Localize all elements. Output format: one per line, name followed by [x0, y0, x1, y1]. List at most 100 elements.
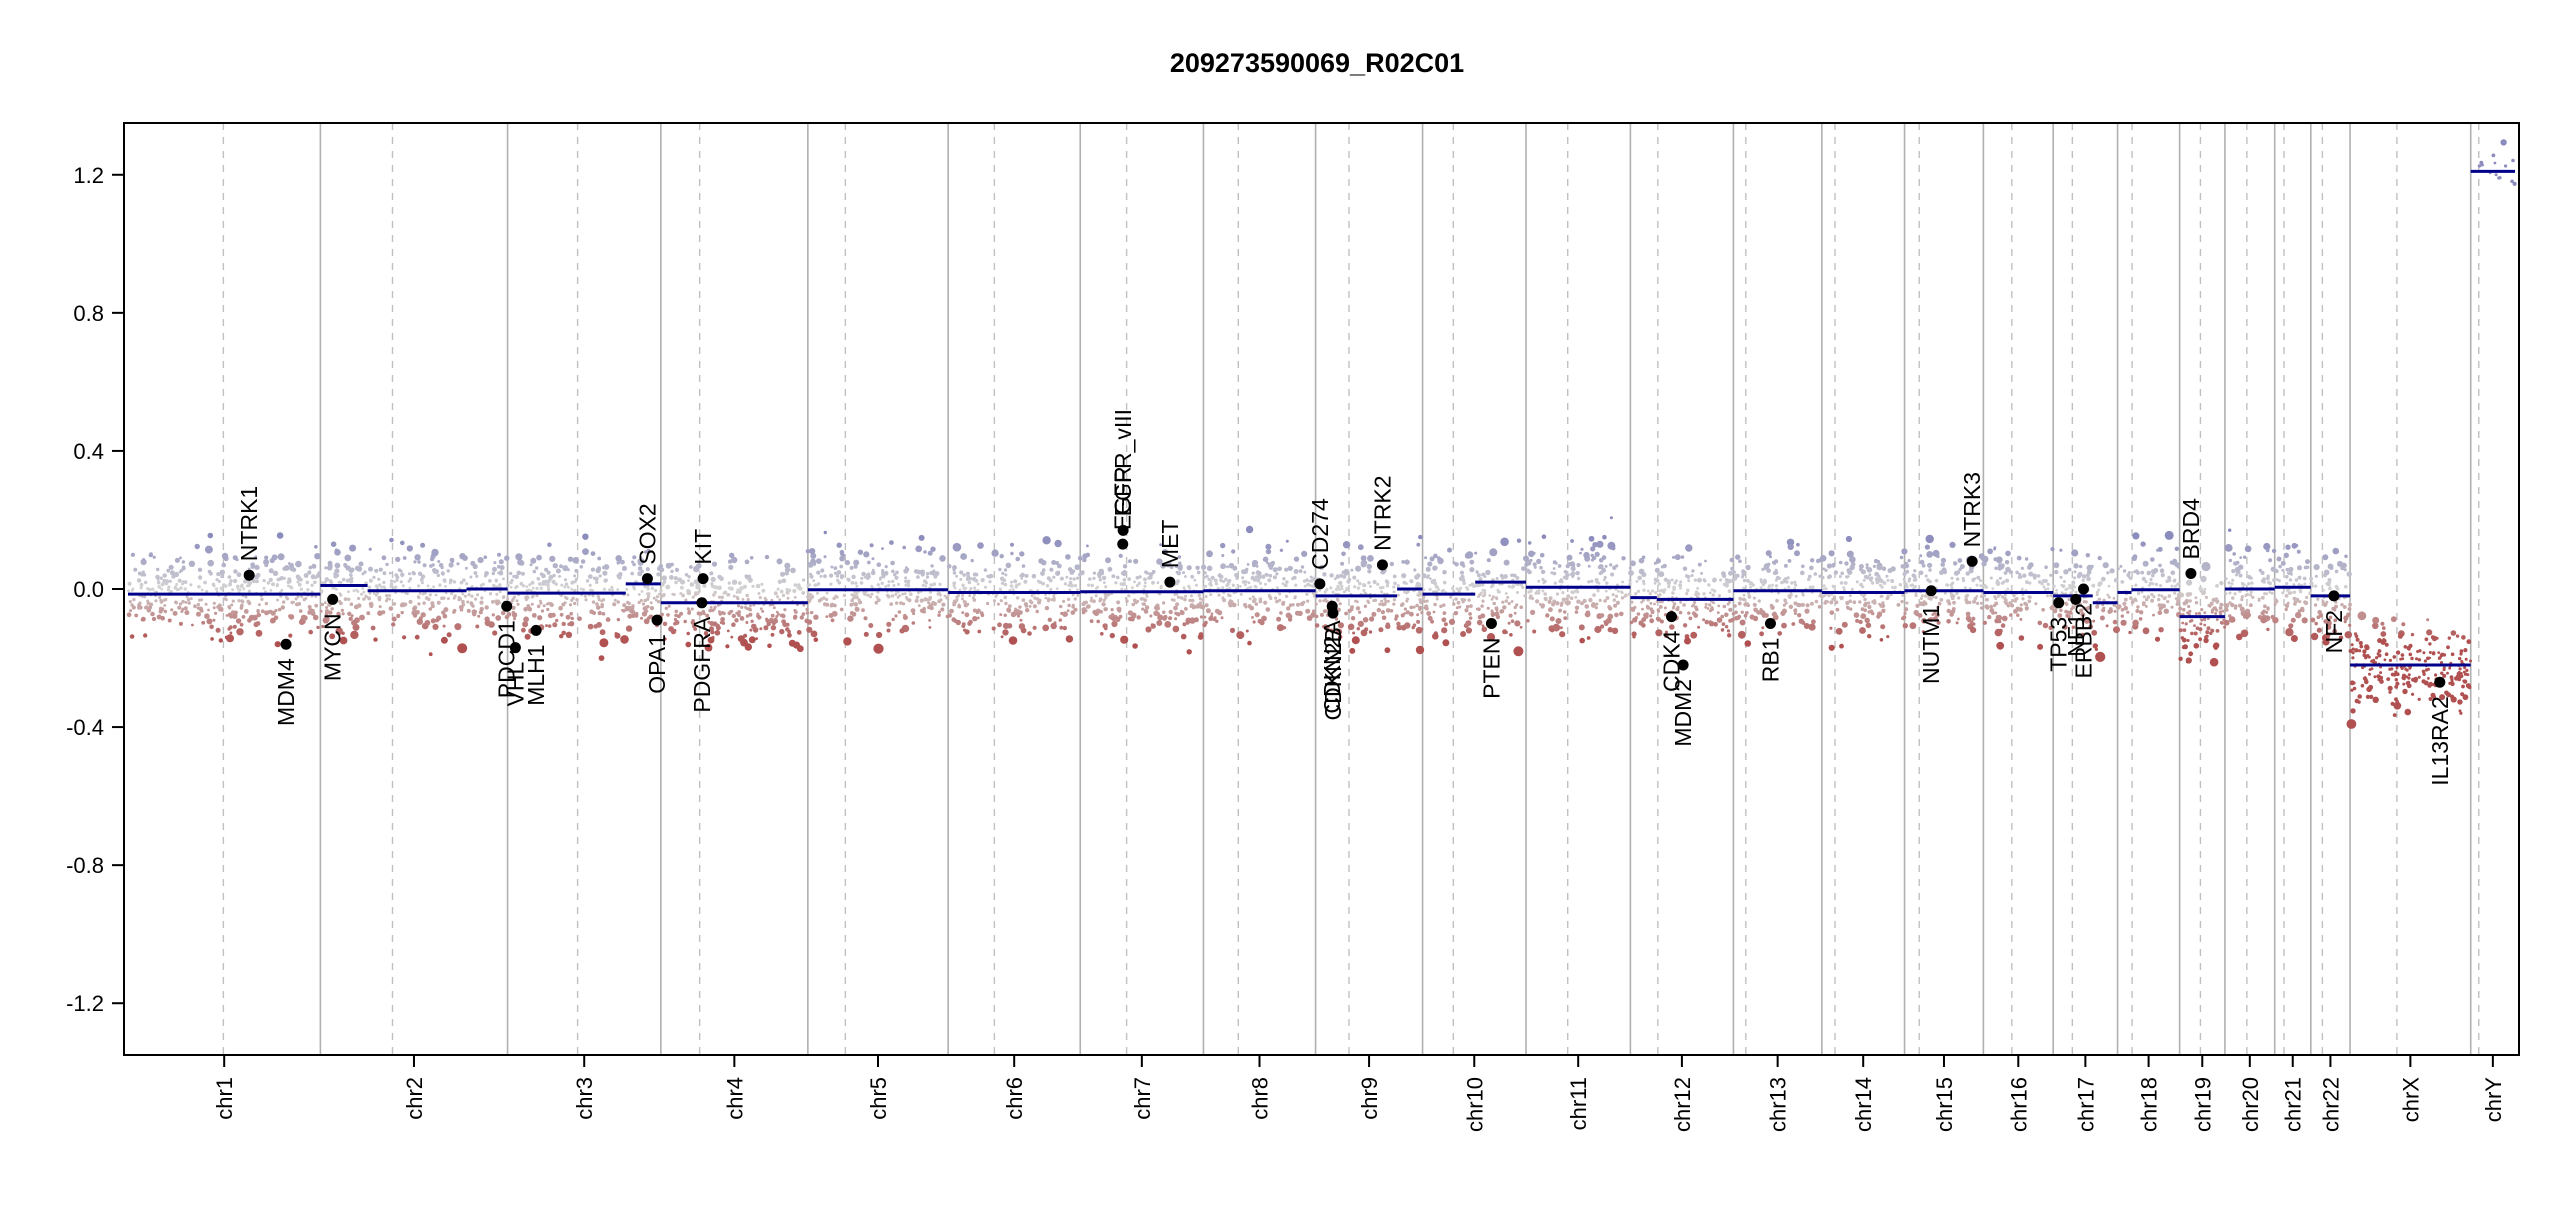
- probe-point: [1766, 550, 1772, 556]
- probe-point: [1048, 618, 1052, 622]
- probe-point: [1125, 599, 1128, 602]
- probe-point: [2224, 603, 2229, 608]
- probe-point: [641, 570, 644, 573]
- probe-point: [2018, 576, 2021, 579]
- probe-point: [1311, 585, 1314, 588]
- probe-point: [642, 602, 645, 605]
- probe-point: [1798, 603, 1802, 607]
- probe-point: [1802, 593, 1805, 596]
- probe-point: [1842, 586, 1845, 589]
- probe-point: [1998, 564, 2001, 567]
- probe-point: [1877, 560, 1880, 563]
- probe-point: [930, 606, 934, 610]
- probe-point: [854, 582, 857, 585]
- probe-point: [2120, 580, 2124, 584]
- probe-point: [1241, 576, 1244, 579]
- probe-point: [1022, 598, 1026, 602]
- probe-point: [1127, 594, 1130, 597]
- probe-point: [924, 585, 927, 588]
- probe-point: [1542, 534, 1547, 539]
- probe-point: [731, 622, 736, 627]
- probe-point: [2079, 565, 2083, 569]
- probe-point: [1204, 585, 1207, 588]
- probe-point: [1643, 613, 1647, 617]
- probe-point: [207, 609, 210, 612]
- probe-point: [1566, 564, 1570, 568]
- probe-point: [2408, 648, 2411, 651]
- probe-point: [1378, 603, 1381, 606]
- probe-point: [1687, 611, 1690, 614]
- probe-point: [1252, 595, 1255, 598]
- probe-point: [357, 603, 362, 608]
- probe-point: [1409, 579, 1413, 583]
- probe-point: [1556, 592, 1559, 595]
- probe-point: [1970, 620, 1974, 624]
- probe-point: [1829, 627, 1832, 630]
- probe-point: [2466, 683, 2471, 688]
- probe-point: [1076, 594, 1079, 597]
- probe-point: [566, 615, 571, 620]
- probe-point: [1180, 596, 1184, 600]
- probe-point: [1538, 589, 1541, 592]
- probe-point: [720, 617, 725, 622]
- probe-point: [1416, 543, 1420, 547]
- probe-point: [176, 588, 179, 591]
- probe-point: [309, 607, 312, 610]
- probe-point: [1818, 605, 1822, 609]
- probe-point: [1722, 622, 1726, 626]
- probe-point: [134, 614, 138, 618]
- probe-point: [1463, 598, 1466, 601]
- probe-point: [774, 619, 778, 623]
- probe-point: [2068, 568, 2072, 572]
- probe-point: [858, 598, 861, 601]
- probe-point: [860, 577, 863, 580]
- probe-point: [329, 580, 333, 584]
- probe-point: [1353, 585, 1356, 588]
- probe-point: [749, 608, 752, 611]
- probe-point: [264, 610, 269, 615]
- probe-point: [531, 603, 534, 606]
- probe-point: [853, 594, 856, 597]
- probe-point: [2443, 666, 2446, 669]
- probe-point: [1273, 567, 1278, 572]
- probe-point: [646, 598, 649, 601]
- probe-point: [977, 583, 980, 586]
- probe-point: [1928, 568, 1931, 571]
- probe-point: [2150, 599, 2154, 603]
- probe-point: [1867, 634, 1871, 638]
- probe-point: [2386, 677, 2390, 681]
- gene-point: [531, 625, 542, 636]
- probe-point: [528, 583, 531, 586]
- probe-point: [1520, 626, 1523, 629]
- probe-point: [2443, 653, 2446, 656]
- probe-point: [547, 543, 552, 548]
- probe-point: [2305, 596, 2308, 599]
- probe-point: [2456, 634, 2459, 637]
- probe-point: [2268, 558, 2272, 562]
- probe-point: [1401, 573, 1406, 578]
- probe-point: [916, 575, 920, 579]
- probe-point: [1187, 649, 1192, 654]
- probe-point: [1149, 615, 1152, 618]
- gene-point: [2053, 597, 2064, 608]
- probe-point: [2196, 626, 2200, 630]
- probe-point: [1501, 601, 1504, 604]
- probe-point: [2325, 582, 2329, 586]
- probe-point: [915, 599, 919, 603]
- probe-point: [2092, 585, 2095, 588]
- probe-point: [417, 584, 420, 587]
- probe-point: [596, 622, 602, 628]
- probe-point: [2513, 182, 2517, 186]
- probe-point: [1987, 615, 1991, 619]
- probe-point: [1913, 569, 1916, 572]
- probe-point: [1094, 611, 1099, 616]
- probe-point: [2348, 607, 2352, 611]
- probe-point: [1602, 535, 1607, 540]
- probe-point: [1973, 597, 1977, 601]
- probe-point: [1672, 556, 1675, 559]
- probe-point: [1642, 599, 1645, 602]
- probe-point: [1592, 556, 1596, 560]
- probe-point: [2013, 594, 2016, 597]
- probe-point: [1487, 558, 1491, 562]
- probe-point: [1550, 571, 1553, 574]
